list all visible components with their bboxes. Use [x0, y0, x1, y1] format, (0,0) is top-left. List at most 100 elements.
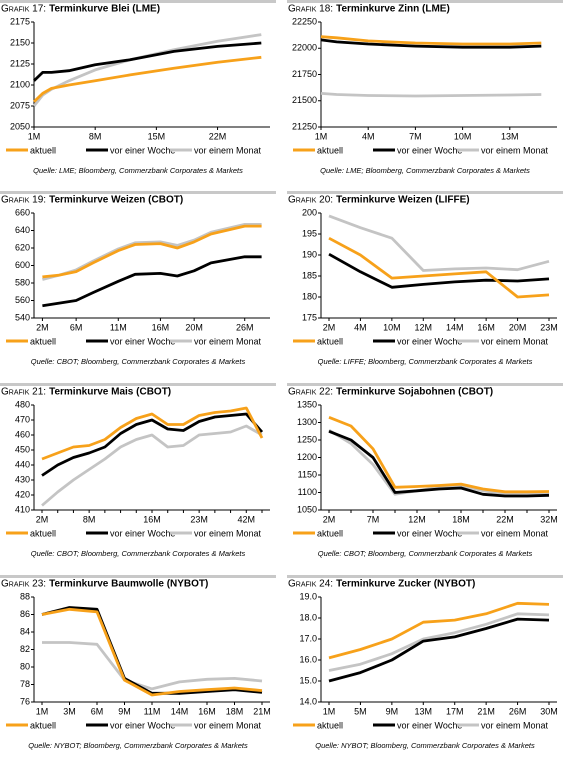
x-tick-label: 23M [190, 514, 208, 524]
legend-label: aktuell [30, 145, 56, 155]
chart-panel: Grafik 22: Terminkurve Sojabohnen (CBOT) 2… [287, 383, 563, 558]
chart-title: Terminkurve Sojabohnen (CBOT) [336, 387, 493, 398]
x-tick-label: 6M [91, 706, 104, 716]
x-tick-label: 3M [63, 706, 76, 716]
y-tick-label: 430 [15, 474, 30, 484]
x-tick-label: 26M [509, 706, 527, 716]
series-line [328, 429, 550, 498]
y-tick-label: 190 [302, 249, 317, 259]
x-tick-label: 8M [83, 514, 96, 524]
x-tick-label: 22M [496, 514, 514, 524]
x-tick-label: 1M [36, 706, 49, 716]
x-tick-label: 20M [509, 322, 527, 332]
x-tick-label: 16M [477, 322, 495, 332]
header-rule [0, 383, 276, 386]
x-tick-label: 11M [110, 322, 127, 332]
y-tick-label: 2100 [10, 79, 30, 89]
y-tick-label: 21750 [292, 69, 317, 79]
x-tick-label: 2M [36, 514, 49, 524]
header-rule [0, 191, 276, 194]
x-tick-label: 16M [198, 706, 216, 716]
x-tick-label: 26M [236, 322, 254, 332]
x-tick-label: 18M [226, 706, 244, 716]
y-tick-label: 470 [15, 414, 30, 424]
legend-label: vor einer Woche [110, 336, 175, 346]
y-tick-label: 86 [20, 609, 30, 619]
x-tick-label: 16M [152, 322, 170, 332]
y-tick-label: 88 [20, 591, 30, 601]
x-tick-label: 12M [415, 322, 433, 332]
y-tick-label: 1250 [297, 434, 317, 444]
chart-title: Terminkurve Blei (LME) [49, 4, 160, 15]
y-tick-label: 1200 [297, 452, 317, 462]
y-tick-label: 1150 [298, 469, 317, 479]
series-line [41, 607, 263, 697]
y-tick-label: 76 [20, 696, 30, 706]
series-line [320, 35, 542, 46]
chart-label: Grafik 18: [288, 4, 333, 15]
x-tick-label: 7M [367, 514, 380, 524]
x-tick-label: 6M [70, 322, 83, 332]
legend-label: vor einem Monat [194, 528, 262, 538]
series-line [328, 415, 550, 494]
y-tick-label: 560 [15, 295, 30, 305]
x-tick-label: 13M [501, 131, 519, 141]
y-tick-label: 600 [15, 260, 30, 270]
y-tick-label: 2150 [10, 37, 30, 47]
y-tick-label: 540 [15, 312, 30, 322]
x-tick-label: 5M [354, 706, 367, 716]
x-tick-label: 4M [354, 322, 367, 332]
y-tick-label: 1100 [298, 487, 317, 497]
y-tick-label: 1050 [297, 504, 317, 514]
y-tick-label: 660 [15, 207, 30, 217]
chart-title: Terminkurve Zucker (NYBOT) [336, 579, 475, 590]
source-note: Quelle: LIFFE; Bloomberg, Commerzbank Co… [318, 357, 533, 366]
legend-label: vor einem Monat [194, 720, 262, 730]
chart-panel: Grafik 23: Terminkurve Baumwolle (NYBOT) 1… [0, 575, 276, 750]
chart-label: Grafik 19: [1, 195, 46, 206]
source-note: Quelle: NYBOT; Bloomberg, Commerzbank Co… [28, 741, 248, 750]
legend-label: vor einer Woche [110, 720, 175, 730]
series-line [328, 601, 550, 660]
legend-label: aktuell [30, 336, 56, 346]
legend-label: aktuell [30, 528, 56, 538]
series-line [42, 255, 262, 308]
y-tick-label: 450 [15, 444, 30, 454]
series-line [42, 224, 262, 279]
legend-label: aktuell [317, 720, 343, 730]
legend-label: vor einem Monat [194, 145, 262, 155]
y-tick-label: 19.0 [299, 591, 317, 601]
chart-label: Grafik 21: [1, 387, 46, 398]
y-tick-label: 2125 [10, 58, 30, 68]
chart-panel: Grafik 21: Terminkurve Mais (CBOT) 2M 8M 16M… [0, 383, 276, 558]
series-line [328, 236, 550, 299]
y-tick-label: 180 [302, 291, 317, 301]
series-line [41, 412, 264, 477]
y-tick-label: 17.0 [299, 633, 317, 643]
x-tick-label: 12M [408, 514, 426, 524]
legend-label: vor einer Woche [110, 528, 175, 538]
legend-label: vor einem Monat [194, 336, 262, 346]
x-tick-label: 11M [144, 706, 161, 716]
x-tick-label: 23M [540, 322, 558, 332]
x-tick-label: 9M [386, 706, 399, 716]
header-rule [287, 191, 563, 194]
series-line [328, 252, 550, 289]
series-line [328, 214, 550, 272]
x-tick-label: 8M [89, 131, 102, 141]
y-tick-label: 175 [302, 312, 317, 322]
chart-panel: Grafik 24: Terminkurve Zucker (NYBOT) 1M 5M… [287, 575, 563, 750]
x-tick-label: 7M [409, 131, 422, 141]
y-tick-label: 16.0 [299, 654, 317, 664]
header-rule [287, 575, 563, 578]
y-tick-label: 1350 [297, 399, 317, 409]
legend-label: vor einem Monat [481, 336, 549, 346]
series-line [320, 92, 542, 98]
y-tick-label: 2075 [10, 100, 30, 110]
header-rule [0, 575, 276, 578]
x-tick-label: 30M [540, 706, 558, 716]
y-tick-label: 620 [15, 242, 30, 252]
x-tick-label: 17M [446, 706, 464, 716]
legend-label: vor einer Woche [110, 145, 175, 155]
